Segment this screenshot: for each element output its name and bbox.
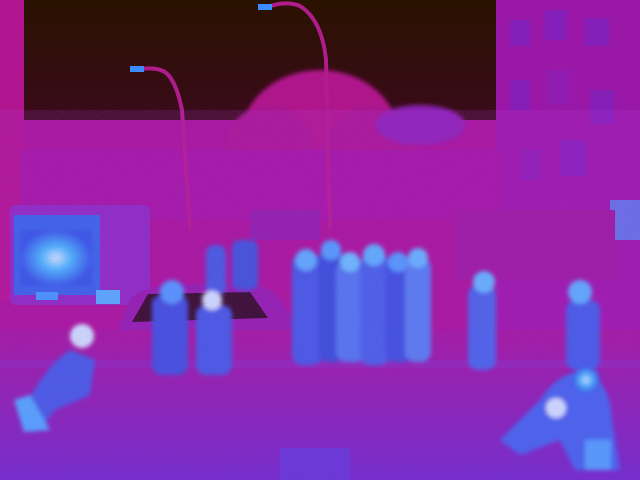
- sensor-noise: [0, 110, 640, 480]
- lamp-head-2: [130, 66, 144, 72]
- street-lamp: [134, 1, 332, 231]
- lamp-head-1: [258, 4, 272, 10]
